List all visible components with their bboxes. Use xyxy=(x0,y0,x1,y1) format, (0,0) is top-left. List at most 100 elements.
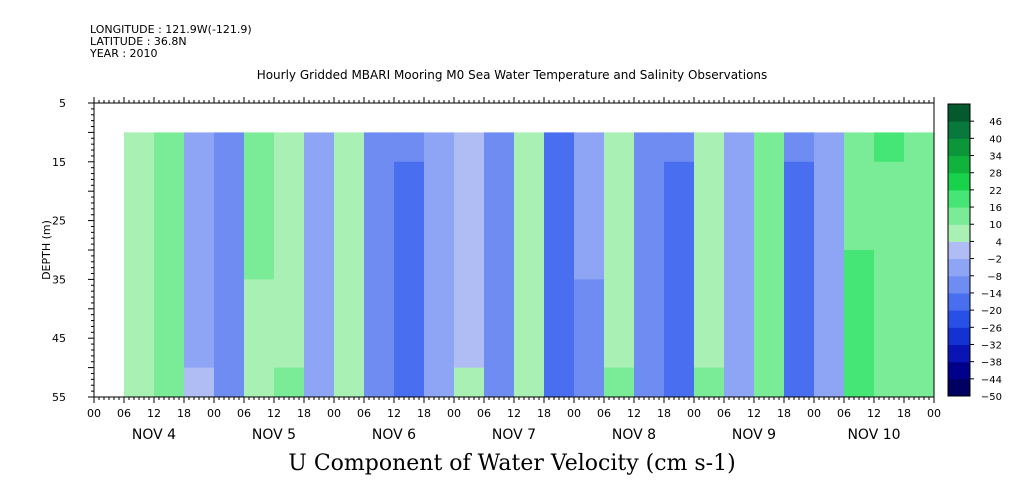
heat-cell xyxy=(754,279,785,310)
heat-cell xyxy=(514,250,545,280)
heat-cell xyxy=(394,161,425,192)
heat-cell xyxy=(874,308,905,339)
y-tick-label: 55 xyxy=(52,391,66,404)
heat-cell xyxy=(814,250,845,280)
heat-cell xyxy=(634,161,665,192)
x-hour-label: 06 xyxy=(717,407,731,420)
heat-cell xyxy=(604,338,635,369)
heat-cell xyxy=(274,308,305,339)
y-tick-label: 45 xyxy=(52,332,66,345)
colorbar-label: −26 xyxy=(981,323,1002,334)
heat-cell xyxy=(424,191,455,222)
heat-cell xyxy=(364,161,395,192)
heat-cell xyxy=(124,308,155,339)
heat-cell xyxy=(814,367,845,398)
heat-cell xyxy=(484,132,515,163)
heat-cell xyxy=(244,161,275,192)
heat-cell xyxy=(694,279,725,310)
heat-cell xyxy=(634,279,665,310)
heat-cell xyxy=(244,367,275,398)
colorbar-label: 40 xyxy=(989,134,1002,145)
heat-cell xyxy=(604,279,635,310)
x-hour-label: 06 xyxy=(837,407,851,420)
heat-cell xyxy=(604,161,635,192)
heat-cell xyxy=(844,250,875,280)
heat-cell xyxy=(574,338,605,369)
heat-cell xyxy=(544,338,575,369)
heat-cell xyxy=(154,308,185,339)
heat-cell xyxy=(754,338,785,369)
heat-cell xyxy=(694,308,725,339)
heat-cell xyxy=(514,191,545,222)
colorbar-segment xyxy=(948,378,970,397)
heat-cell xyxy=(754,220,785,251)
heat-cell xyxy=(124,367,155,398)
heat-cell xyxy=(304,191,335,222)
heat-cell xyxy=(424,308,455,339)
heat-cell xyxy=(154,161,185,192)
heat-cell xyxy=(694,220,725,251)
heat-cell xyxy=(544,220,575,251)
heat-cell xyxy=(484,367,515,398)
heat-cell xyxy=(304,338,335,369)
x-hour-label: 18 xyxy=(417,407,431,420)
heat-cell xyxy=(634,132,665,163)
heat-cell xyxy=(874,220,905,251)
heat-cell xyxy=(394,191,425,222)
heat-cell xyxy=(664,250,695,280)
year-label: YEAR : 2010 xyxy=(90,47,158,60)
heat-cell xyxy=(244,338,275,369)
heat-cell xyxy=(154,250,185,280)
heat-cell xyxy=(694,367,725,398)
x-hour-label: 06 xyxy=(117,407,131,420)
heat-cell xyxy=(184,161,215,192)
heat-cell xyxy=(124,191,155,222)
heat-cell xyxy=(244,132,275,163)
heat-cell xyxy=(904,132,935,163)
heat-cell xyxy=(664,161,695,192)
heat-cell xyxy=(454,338,485,369)
heat-cell xyxy=(304,279,335,310)
x-hour-label: 18 xyxy=(897,407,911,420)
heat-cell xyxy=(844,161,875,192)
heat-cell xyxy=(874,191,905,222)
x-hour-label: 18 xyxy=(297,407,311,420)
x-hour-label: 00 xyxy=(87,407,101,420)
heat-cell xyxy=(454,250,485,280)
heat-cell xyxy=(814,279,845,310)
heat-cell xyxy=(694,132,725,163)
heat-cell xyxy=(394,338,425,369)
heat-cell xyxy=(274,161,305,192)
heat-cell xyxy=(634,191,665,222)
heat-cell xyxy=(124,161,155,192)
heat-cell xyxy=(694,161,725,192)
heat-cell xyxy=(634,308,665,339)
colorbar-segment xyxy=(948,207,970,225)
colorbar-segment xyxy=(948,361,970,380)
heat-cell xyxy=(604,220,635,251)
heat-cell xyxy=(664,338,695,369)
heat-cell xyxy=(874,338,905,369)
heat-cell xyxy=(574,220,605,251)
heat-cell xyxy=(424,367,455,398)
heat-cell xyxy=(514,308,545,339)
heat-cell xyxy=(394,220,425,251)
heat-cell xyxy=(304,308,335,339)
heat-cell xyxy=(754,161,785,192)
heat-cell xyxy=(664,191,695,222)
heat-cell xyxy=(304,161,335,192)
heat-cell xyxy=(784,132,815,163)
x-hour-label: 00 xyxy=(447,407,461,420)
x-day-label: NOV 5 xyxy=(252,427,296,443)
heat-cell xyxy=(454,161,485,192)
heat-cell xyxy=(274,191,305,222)
heat-cell xyxy=(784,367,815,398)
heat-cell xyxy=(664,132,695,163)
heat-cell xyxy=(634,250,665,280)
x-hour-label: 00 xyxy=(927,407,941,420)
heat-cell xyxy=(754,250,785,280)
heat-cell xyxy=(424,250,455,280)
heat-cell xyxy=(394,132,425,163)
heat-cell xyxy=(724,279,755,310)
heat-cell xyxy=(124,250,155,280)
